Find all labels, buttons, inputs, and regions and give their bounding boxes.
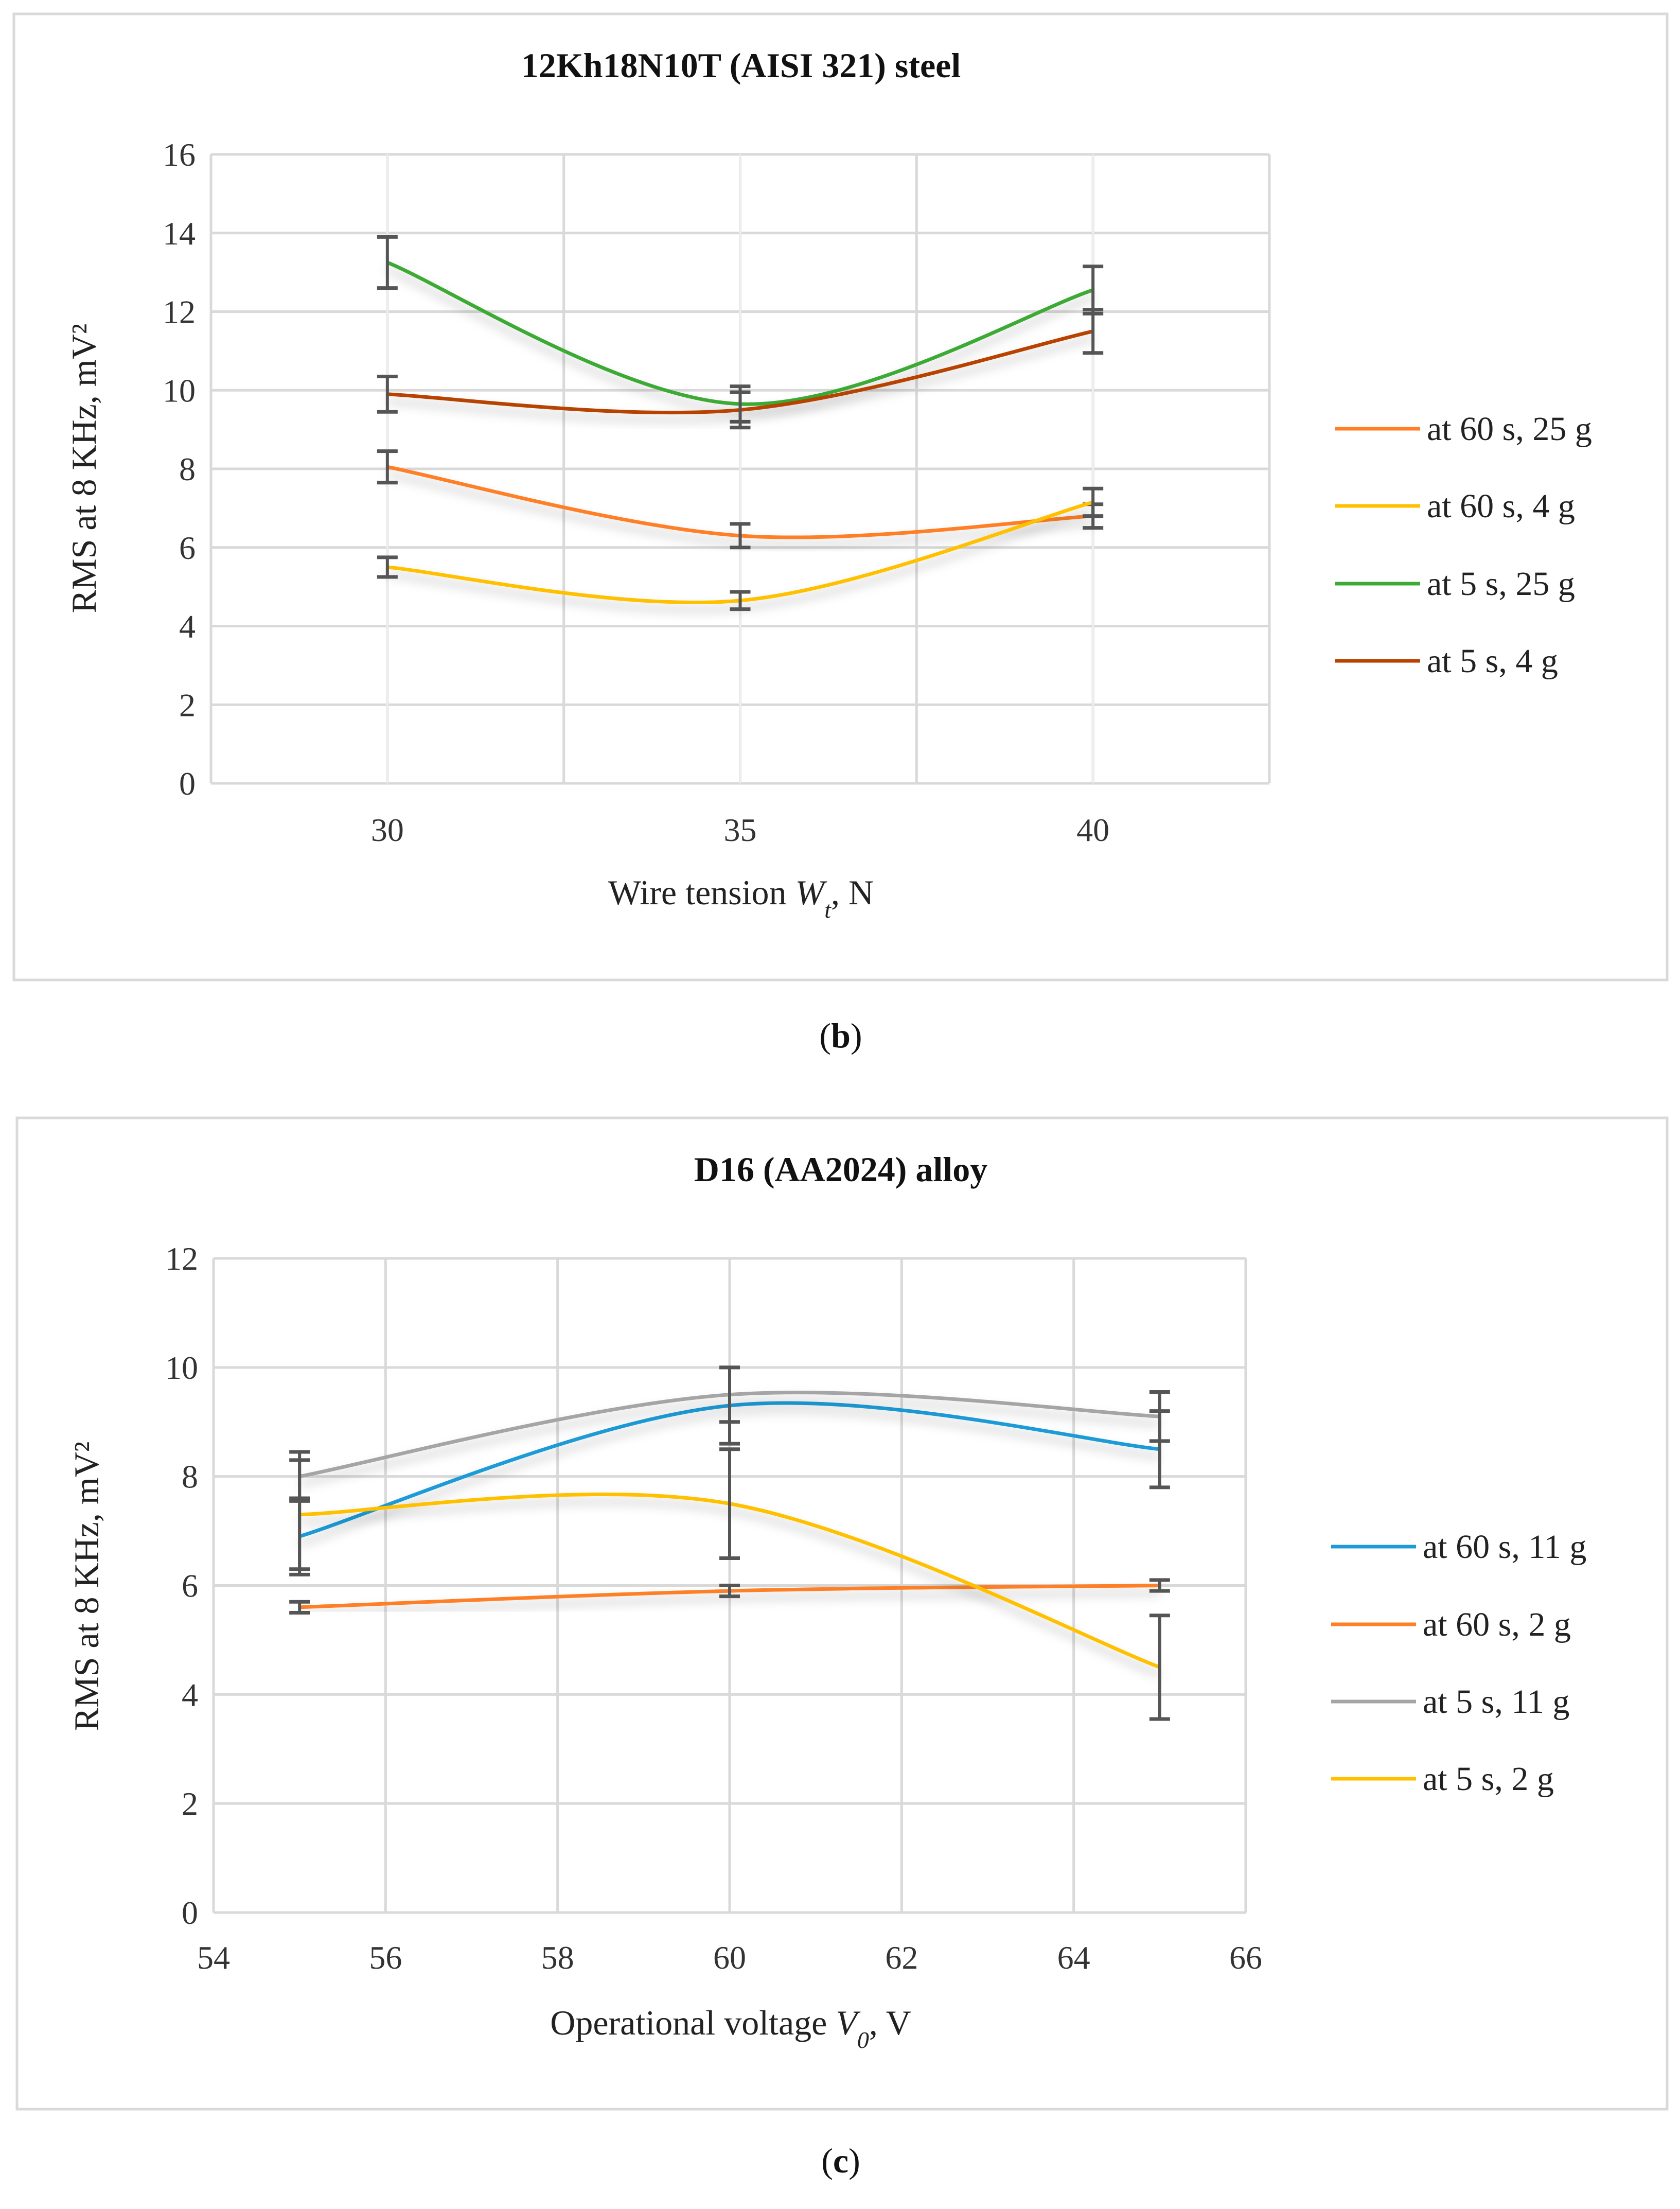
data-point xyxy=(387,394,388,395)
legend-item: at 5 s, 2 g xyxy=(1331,1760,1554,1798)
chart-frame xyxy=(15,1116,1669,2111)
x-axis-title-unit: , V xyxy=(869,2003,911,2042)
x-tick-label: 30 xyxy=(371,812,404,848)
caption-close: ) xyxy=(848,2141,860,2180)
data-point xyxy=(1159,1585,1160,1586)
series-at-5-s-4-g xyxy=(377,308,1104,430)
x-axis-title: Operational voltage V0, V xyxy=(550,2003,911,2053)
legend-label: at 60 s, 4 g xyxy=(1427,487,1575,525)
legend-item: at 5 s, 4 g xyxy=(1335,642,1558,680)
data-point xyxy=(1159,1667,1160,1668)
data-point xyxy=(740,409,741,410)
x-axis-title-symbol: V xyxy=(836,2003,861,2042)
data-point xyxy=(387,262,388,263)
chart-1: 12Kh18N10T (AISI 321) steel 0 2 4 6 8 10 12 14 16… xyxy=(12,12,1669,981)
chart-frame xyxy=(12,12,1669,981)
data-point xyxy=(1159,1416,1160,1417)
legend-label: at 60 s, 25 g xyxy=(1427,410,1592,448)
x-tick-label: 60 xyxy=(713,1939,746,1976)
figure-caption: (b) xyxy=(819,1016,862,1055)
x-axis-title-unit: , N xyxy=(831,873,874,912)
figure-caption: (c) xyxy=(821,2141,860,2180)
caption-letter: b xyxy=(831,1016,851,1055)
legend-label: at 60 s, 2 g xyxy=(1423,1606,1571,1643)
data-point xyxy=(1092,289,1093,290)
caption-open: ( xyxy=(821,2141,833,2180)
y-tick-label: 6 xyxy=(182,1568,198,1604)
data-point xyxy=(740,535,741,536)
data-point xyxy=(729,1394,730,1395)
series-at-60-s-2-g xyxy=(289,1578,1170,1615)
series-at-5-s-2-g xyxy=(289,1447,1170,1721)
y-tick-label: 6 xyxy=(179,530,196,566)
chart-title: 12Kh18N10T (AISI 321) steel xyxy=(521,46,961,85)
data-point xyxy=(1159,1449,1160,1450)
chart-title: D16 (AA2024) alloy xyxy=(694,1150,987,1189)
y-tick-label: 12 xyxy=(163,294,196,330)
y-tick-label: 4 xyxy=(179,608,196,645)
data-point xyxy=(387,567,388,568)
chart-2: D16 (AA2024) alloy 0 2 4 6 8 10 12 54 56 58 60 62 64 6… xyxy=(15,1116,1669,2111)
data-point xyxy=(729,1590,730,1591)
y-tick-label: 10 xyxy=(165,1349,198,1386)
x-tick-label: 56 xyxy=(369,1939,402,1976)
y-tick-label: 14 xyxy=(163,215,196,252)
y-tick-label: 8 xyxy=(182,1459,198,1495)
legend-item: at 5 s, 11 g xyxy=(1331,1683,1569,1721)
y-tick-label: 4 xyxy=(182,1676,198,1713)
y-tick-label: 0 xyxy=(182,1895,198,1931)
series-at-60-s-4-g xyxy=(377,486,1104,611)
x-axis-title-text: Operational voltage xyxy=(550,2003,836,2042)
data-point xyxy=(387,466,388,467)
y-tick-label: 2 xyxy=(182,1785,198,1822)
data-point xyxy=(1092,331,1093,332)
caption-letter: c xyxy=(833,2141,848,2180)
x-tick-label: 66 xyxy=(1229,1939,1262,1976)
x-tick-label: 58 xyxy=(541,1939,574,1976)
x-tick-label: 54 xyxy=(197,1939,230,1976)
data-point xyxy=(729,1503,730,1504)
legend-item: at 60 s, 2 g xyxy=(1331,1606,1571,1643)
y-tick-label: 12 xyxy=(165,1240,198,1277)
data-point xyxy=(1092,502,1093,503)
caption-close: ) xyxy=(851,1016,862,1055)
legend-item: at 5 s, 25 g xyxy=(1335,565,1575,603)
x-axis-title-subscript: t xyxy=(824,897,832,923)
legend-label: at 5 s, 11 g xyxy=(1423,1683,1569,1721)
series-at-5-s-11-g xyxy=(289,1365,1170,1503)
data-point xyxy=(299,1514,300,1515)
data-point xyxy=(299,1607,300,1608)
legend-label: at 60 s, 11 g xyxy=(1423,1528,1586,1566)
legend-label: at 5 s, 2 g xyxy=(1423,1760,1554,1798)
x-tick-label: 40 xyxy=(1076,812,1109,848)
y-axis-title: RMS at 8 KHz, mV² xyxy=(67,1442,106,1731)
legend-label: at 5 s, 25 g xyxy=(1427,565,1575,603)
x-tick-label: 35 xyxy=(724,812,757,848)
legend-item: at 60 s, 11 g xyxy=(1331,1528,1586,1566)
data-point xyxy=(740,600,741,601)
y-tick-label: 16 xyxy=(163,136,196,173)
caption-open: ( xyxy=(819,1016,831,1055)
x-axis-title-subscript: 0 xyxy=(857,2027,869,2053)
legend-item: at 60 s, 4 g xyxy=(1335,487,1575,525)
y-tick-label: 0 xyxy=(179,765,196,802)
y-tick-label: 8 xyxy=(179,451,196,487)
legend-label: at 5 s, 4 g xyxy=(1427,642,1558,680)
y-tick-label: 2 xyxy=(179,687,196,723)
x-axis-title-text: Wire tension xyxy=(608,873,795,912)
x-tick-label: 62 xyxy=(885,1939,918,1976)
y-tick-label: 10 xyxy=(163,372,196,409)
x-axis-title-symbol: W xyxy=(795,873,827,912)
x-tick-label: 64 xyxy=(1057,1939,1090,1976)
legend-item: at 60 s, 25 g xyxy=(1335,410,1592,448)
x-axis-title: Wire tension Wt, N xyxy=(608,873,874,923)
y-axis-title: RMS at 8 KHz, mV² xyxy=(64,324,103,613)
